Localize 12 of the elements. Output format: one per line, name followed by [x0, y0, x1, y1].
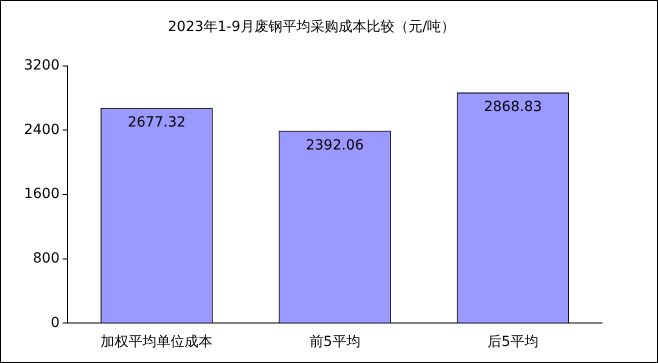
data-label: 2868.83 [484, 99, 542, 116]
x-tick-label: 后5平均 [487, 334, 538, 350]
y-tick-label: 3200 [24, 57, 60, 74]
chart-title: 2023年1-9月废钢平均采购成本比较（元/吨） [168, 19, 456, 36]
x-tick-label: 加权平均单位成本 [100, 334, 213, 350]
data-label: 2392.06 [306, 137, 364, 154]
data-label: 2677.32 [128, 114, 186, 130]
x-tick-label: 前5平均 [309, 334, 360, 350]
y-tick-label: 800 [32, 250, 60, 266]
y-tick-label: 1600 [24, 186, 60, 202]
y-tick-label: 2400 [24, 122, 60, 138]
y-tick-label: 0 [50, 314, 60, 331]
